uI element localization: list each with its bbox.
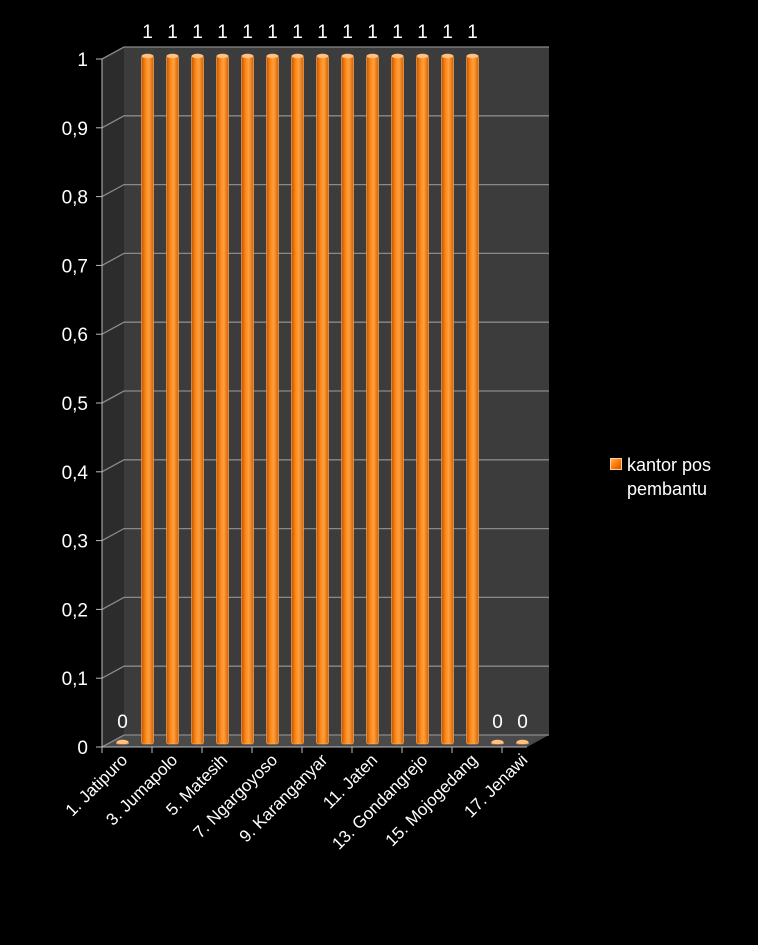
bar [266,53,279,745]
y-tick-label: 0,9 [62,119,88,140]
bar [141,53,154,745]
data-label: 1 [367,22,378,43]
bar [116,739,129,745]
legend-label: kantor pos pembantu [627,455,712,499]
gridline [101,252,549,266]
gridline [101,115,549,129]
bar [191,53,204,745]
gridline [101,390,549,404]
gridline [101,596,549,610]
data-label: 1 [317,22,328,43]
bar [491,739,504,745]
bar [366,53,379,745]
y-tick-label: 0 [77,738,88,759]
data-label: 1 [242,22,253,43]
gridline [101,734,549,748]
data-label: 1 [442,22,453,43]
y-tick-label: 0,7 [62,256,88,277]
bar [466,53,479,745]
gridline [101,459,549,473]
gridline [101,46,549,60]
y-tick-label: 0,8 [62,188,88,209]
data-label: 1 [467,22,478,43]
y-tick-label: 0,4 [62,463,89,484]
bar [166,53,179,745]
data-label: 1 [142,22,153,43]
y-tick-label: 1 [77,50,88,71]
legend: kantor pos pembantu [610,453,747,501]
bar [291,53,304,745]
data-label: 1 [417,22,428,43]
bar [391,53,404,745]
gridline [101,527,549,542]
data-label: 1 [292,22,303,43]
gridline [101,321,549,335]
y-tick-label: 0,3 [62,532,88,553]
bar [441,53,454,745]
data-label: 0 [517,712,528,733]
legend-swatch-kantor-pos-pembantu [610,458,622,470]
bar [416,53,429,745]
data-label: 1 [217,22,228,43]
data-label: 0 [117,712,128,733]
bar [216,53,229,745]
bar [341,53,354,745]
bar [241,53,254,745]
category-label: 9. Karanganyar [236,750,332,846]
data-label: 0 [492,712,503,733]
y-tick-label: 0,1 [62,669,88,690]
y-tick-label: 0,6 [62,325,88,346]
data-label: 1 [167,22,178,43]
bar [516,739,529,745]
gridline [101,183,549,198]
data-label: 1 [267,22,278,43]
y-tick-label: 0,2 [62,600,88,621]
gridline [101,665,549,679]
bar [316,53,329,745]
data-label: 1 [392,22,403,43]
data-label: 1 [342,22,353,43]
data-label: 1 [192,22,203,43]
y-tick-label: 0,5 [62,394,88,415]
category-label: 15. Mojogedang [382,750,482,850]
